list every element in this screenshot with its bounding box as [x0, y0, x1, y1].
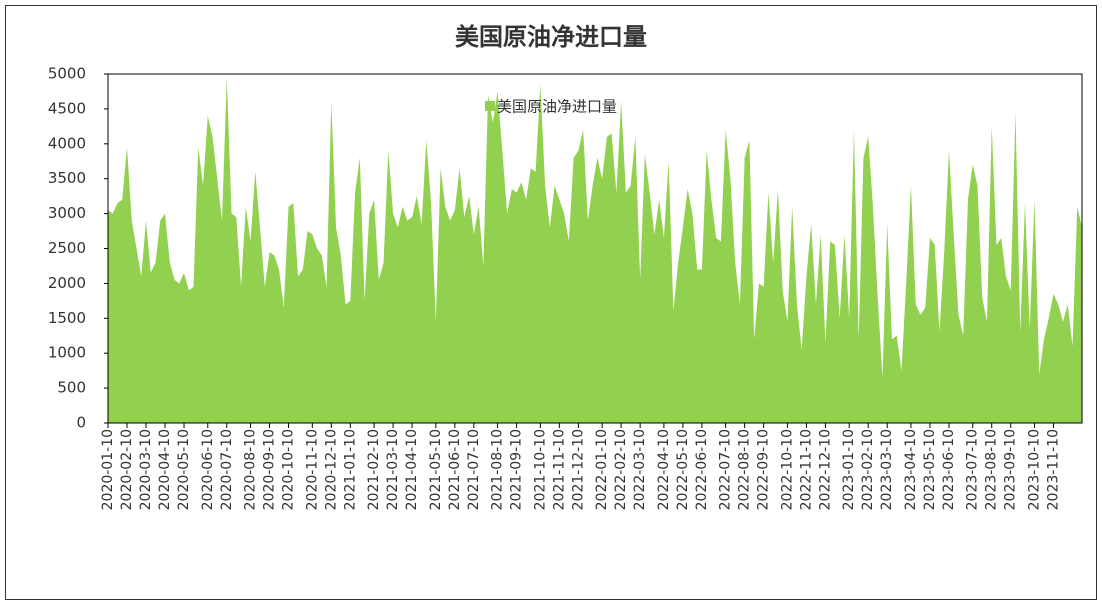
- x-tick-label: 2023-03-10: [879, 429, 895, 510]
- y-tick-label: 1000: [48, 344, 86, 362]
- x-tick-label: 2021-01-10: [342, 429, 358, 510]
- x-tick-label: 2021-05-10: [428, 429, 444, 510]
- x-tick-label: 2022-07-10: [718, 429, 734, 510]
- x-tick-label: 2020-06-10: [200, 429, 216, 510]
- x-tick-label: 2022-03-10: [632, 429, 648, 510]
- x-tick-label: 2023-06-10: [941, 429, 957, 510]
- x-tick-label: 2020-07-10: [219, 429, 235, 510]
- area: [108, 77, 1082, 424]
- x-tick-label: 2023-04-10: [903, 429, 919, 510]
- x-tick-label: 2022-02-10: [613, 429, 629, 510]
- x-tick-label: 2020-01-10: [100, 429, 116, 510]
- x-tick-label: 2023-10-10: [1026, 429, 1042, 510]
- y-tick-label: 3500: [48, 169, 86, 187]
- x-tick-label: 2021-04-10: [404, 429, 420, 510]
- x-tick-label: 2022-10-10: [779, 429, 795, 510]
- x-tick-label: 2021-07-10: [466, 429, 482, 510]
- x-tick-label: 2021-06-10: [447, 429, 463, 510]
- x-tick-label: 2022-06-10: [694, 429, 710, 510]
- y-tick-label: 2000: [48, 274, 86, 292]
- y-tick-label: 3000: [48, 204, 86, 222]
- y-tick-label: 500: [57, 379, 86, 397]
- x-tick-label: 2021-03-10: [385, 429, 401, 510]
- y-tick-label: 5000: [48, 65, 86, 83]
- x-tick-label: 2023-09-10: [1003, 429, 1019, 510]
- legend-label: 美国原油净进口量: [497, 98, 617, 116]
- x-tick-label: 2020-05-10: [176, 429, 192, 510]
- x-tick-label: 2022-01-10: [594, 429, 610, 510]
- x-tick-label: 2022-11-10: [798, 429, 814, 510]
- x-tick-label: 2022-04-10: [656, 429, 672, 510]
- x-tick-label: 2021-10-10: [532, 429, 548, 510]
- y-tick-label: 2500: [48, 239, 86, 257]
- x-tick-label: 2020-09-10: [262, 429, 278, 510]
- x-tick-label: 2022-08-10: [737, 429, 753, 510]
- x-tick-label: 2023-07-10: [965, 429, 981, 510]
- x-tick-label: 2023-02-10: [860, 429, 876, 510]
- x-tick-label: 2020-10-10: [281, 429, 297, 510]
- x-tick-label: 2021-12-10: [570, 429, 586, 510]
- x-tick-label: 2020-03-10: [138, 429, 154, 510]
- y-tick-label: 1500: [48, 309, 86, 327]
- x-tick-label: 2023-05-10: [922, 429, 938, 510]
- x-tick-label: 2023-11-10: [1045, 429, 1061, 510]
- x-tick-label: 2022-09-10: [756, 429, 772, 510]
- x-tick-label: 2023-08-10: [984, 429, 1000, 510]
- x-tick-label: 2020-08-10: [243, 429, 259, 510]
- chart-title: 美国原油净进口量: [455, 23, 647, 51]
- y-tick-label: 4500: [48, 99, 86, 117]
- x-tick-label: 2021-08-10: [490, 429, 506, 510]
- x-tick-label: 2021-02-10: [366, 429, 382, 510]
- x-tick-label: 2021-09-10: [509, 429, 525, 510]
- x-tick-label: 2020-12-10: [323, 429, 339, 510]
- y-tick-label: 0: [76, 414, 86, 432]
- legend-swatch: [485, 101, 495, 111]
- x-tick-label: 2020-04-10: [157, 429, 173, 510]
- x-tick-label: 2020-02-10: [119, 429, 135, 510]
- x-tick-label: 2023-01-10: [841, 429, 857, 510]
- x-tick-label: 2022-05-10: [675, 429, 691, 510]
- x-tick-label: 2021-11-10: [551, 429, 567, 510]
- y-tick-label: 4000: [48, 134, 86, 152]
- x-tick-label: 2022-12-10: [817, 429, 833, 510]
- x-tick-label: 2020-11-10: [304, 429, 320, 510]
